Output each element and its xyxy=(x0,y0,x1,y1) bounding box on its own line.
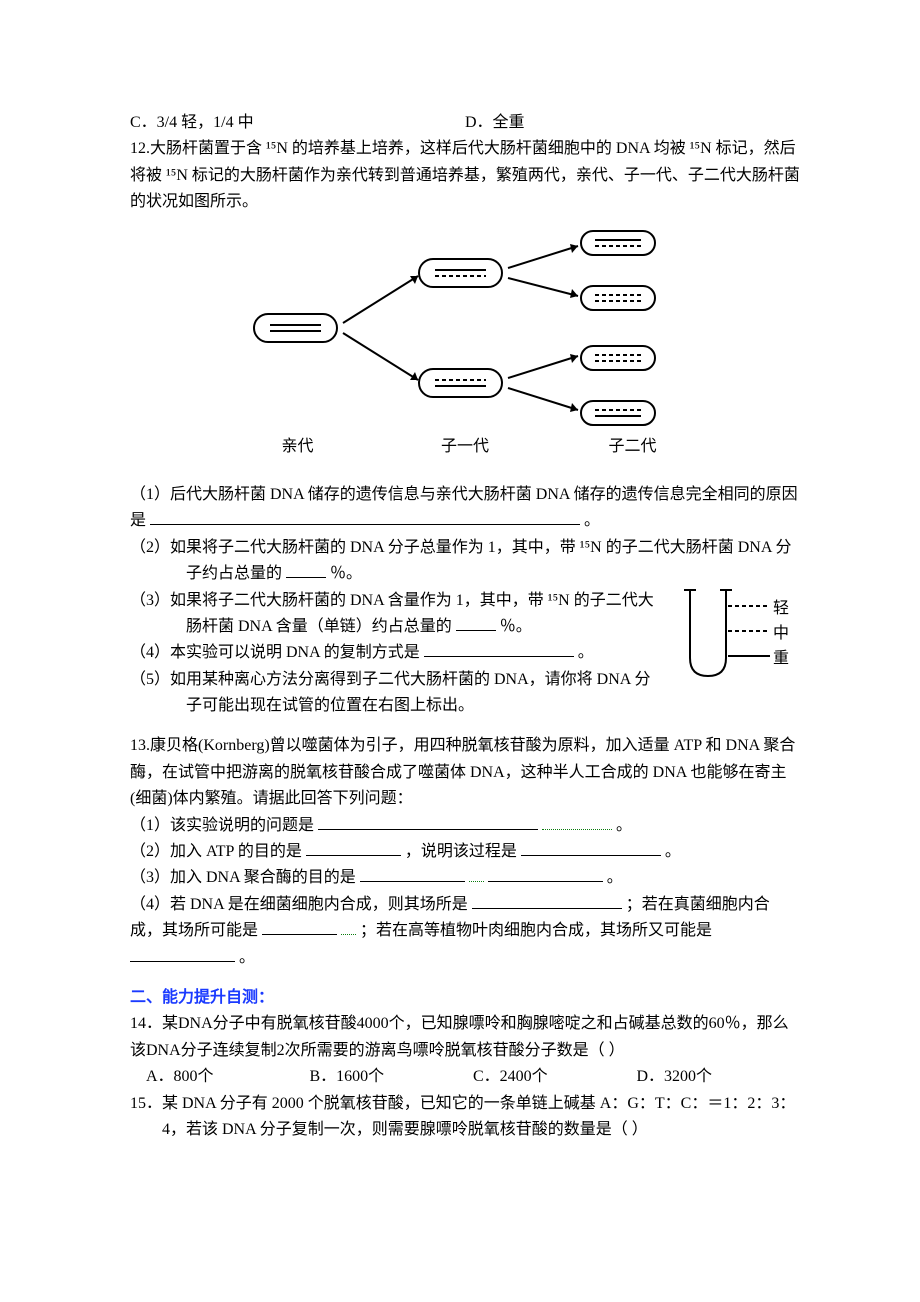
q13-s3-text: （3）加入 DNA 聚合酶的目的是 xyxy=(130,869,356,886)
q12-gen-labels: 亲代 子一代 子二代 xyxy=(238,434,693,460)
q12-s2-end: ％。 xyxy=(330,565,362,582)
q13-s2-end: 。 xyxy=(665,843,681,860)
q13-s1-text: （1）该实验说明的问题是 xyxy=(130,817,314,834)
q12-s4-end: 。 xyxy=(578,644,594,661)
blank-field[interactable] xyxy=(150,508,580,525)
section2-title: 二、能力提升自测： xyxy=(130,985,800,1011)
q14-opt-a: A．800个 xyxy=(146,1064,310,1090)
q13-intro: 13.康贝格(Kornberg)曾以噬菌体为引子，用四种脱氧核苷酸为原料，加入适… xyxy=(130,733,800,812)
blank-field[interactable] xyxy=(488,865,603,882)
blank-field[interactable] xyxy=(521,839,661,856)
blank-field[interactable] xyxy=(472,892,622,909)
q13-s1: （1）该实验说明的问题是 。 xyxy=(130,813,800,839)
q12-s3to5-block: 轻 中 重 （3）如果将子二代大肠杆菌的 DNA 含量作为 1，其中，带 ¹⁵N… xyxy=(130,588,800,720)
test-tube-figure: 轻 中 重 xyxy=(670,588,800,683)
q12-s1-end: 。 xyxy=(584,512,600,529)
q12-s3-text: （3）如果将子二代大肠杆菌的 DNA 含量作为 1，其中，带 ¹⁵N 的子二代大… xyxy=(130,592,654,635)
q13-s1-end: 。 xyxy=(616,817,632,834)
q11-opt-c: C．3/4 轻，1/4 中 xyxy=(130,110,465,136)
blank-field[interactable] xyxy=(341,918,356,935)
blank-field[interactable] xyxy=(262,918,337,935)
q11-options-cd: C．3/4 轻，1/4 中 D．全重 xyxy=(130,110,800,136)
blank-field[interactable] xyxy=(306,839,401,856)
q11-opt-d: D．全重 xyxy=(465,110,800,136)
tube-label-light: 轻 xyxy=(773,596,789,622)
q14-opt-b: B．1600个 xyxy=(310,1064,474,1090)
blank-field[interactable] xyxy=(424,640,574,657)
label-f1: 子一代 xyxy=(405,434,525,460)
q13-s4-end: 。 xyxy=(239,949,255,966)
q12-diagram xyxy=(238,228,693,428)
blank-field[interactable] xyxy=(469,865,484,882)
q13-s2: （2）加入 ATP 的目的是 ，说明该过程是 。 xyxy=(130,839,800,865)
blank-field[interactable] xyxy=(456,614,496,631)
q12-s4-text: （4）本实验可以说明 DNA 的复制方式是 xyxy=(130,644,420,661)
q13-s3: （3）加入 DNA 聚合酶的目的是 。 xyxy=(130,865,800,891)
blank-field[interactable] xyxy=(360,865,465,882)
q13-s4c-text: ；若在高等植物叶肉细胞内合成，其场所又可能是 xyxy=(360,922,712,939)
q12-intro: 12.大肠杆菌置于含 ¹⁵N 的培养基上培养，这样后代大肠杆菌细胞中的 DNA … xyxy=(130,136,800,215)
dna-generation-diagram-icon xyxy=(238,228,693,428)
q14-options: A．800个 B．1600个 C．2400个 D．3200个 xyxy=(130,1064,800,1090)
blank-field[interactable] xyxy=(542,813,612,830)
q13-s3-end: 。 xyxy=(607,869,623,886)
tube-label-mid: 中 xyxy=(773,621,789,647)
label-parent: 亲代 xyxy=(238,434,358,460)
q13-s2a-text: （2）加入 ATP 的目的是 xyxy=(130,843,302,860)
blank-field[interactable] xyxy=(130,945,235,962)
label-f2: 子二代 xyxy=(573,434,693,460)
q13-s2b-text: ，说明该过程是 xyxy=(405,843,517,860)
blank-field[interactable] xyxy=(318,813,538,830)
q12-s2-text: （2）如果将子二代大肠杆菌的 DNA 分子总量作为 1，其中，带 ¹⁵N 的子二… xyxy=(130,539,792,582)
blank-field[interactable] xyxy=(286,561,326,578)
tube-label-heavy: 重 xyxy=(773,646,789,672)
q15-text: 15．某 DNA 分子有 2000 个脱氧核苷酸，已知它的一条单链上碱基 A：G… xyxy=(130,1091,800,1144)
q12-s3-end: ％。 xyxy=(500,618,532,635)
q13-s4a-text: （4）若 DNA 是在细菌细胞内合成，则其场所是 xyxy=(130,896,468,913)
q14-text: 14．某DNA分子中有脱氧核苷酸4000个，已知腺嘌呤和胸腺嘧啶之和占碱基总数的… xyxy=(130,1011,800,1064)
q12-s5-text: （5）如用某种离心方法分离得到子二代大肠杆菌的 DNA，请你将 DNA 分子可能… xyxy=(130,671,650,714)
q12-s1: （1）后代大肠杆菌 DNA 储存的遗传信息与亲代大肠杆菌 DNA 储存的遗传信息… xyxy=(130,482,800,535)
q13-s4: （4）若 DNA 是在细菌细胞内合成，则其场所是 ；若在真菌细胞内合成，其场所可… xyxy=(130,892,800,971)
q14-opt-c: C．2400个 xyxy=(473,1064,637,1090)
q12-s2: （2）如果将子二代大肠杆菌的 DNA 分子总量作为 1，其中，带 ¹⁵N 的子二… xyxy=(130,535,800,588)
q14-opt-d: D．3200个 xyxy=(637,1064,801,1090)
